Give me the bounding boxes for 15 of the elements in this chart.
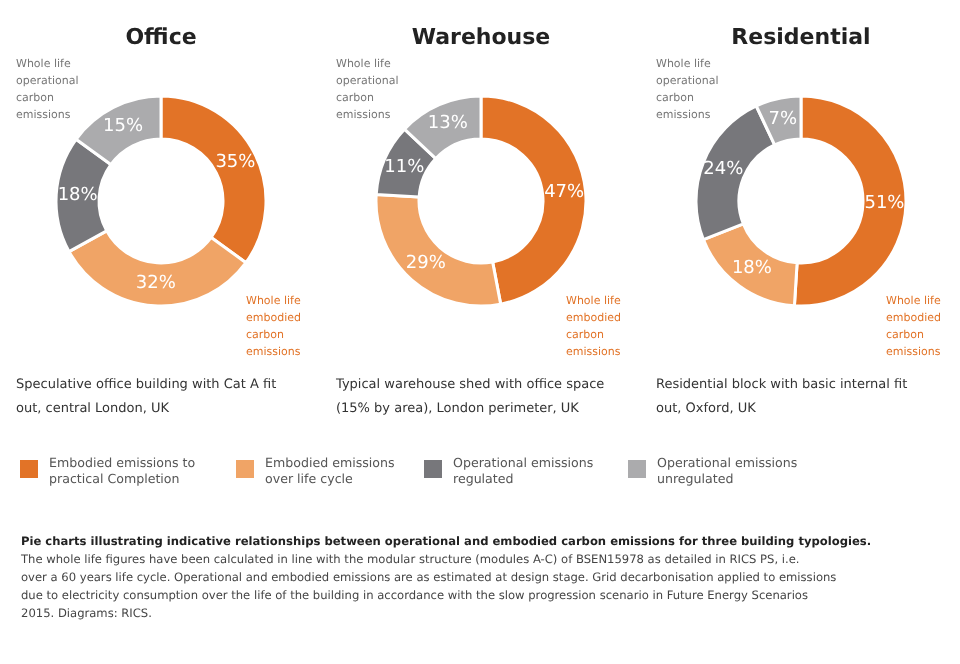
chart-title: Warehouse [411, 24, 551, 50]
data-label: 24% [703, 160, 745, 181]
data-label: 35% [215, 153, 257, 174]
data-label: 15% [103, 116, 144, 137]
data-label: 18% [731, 258, 773, 279]
data-label: 47% [544, 183, 586, 204]
chart-title: Residential [731, 24, 871, 50]
data-label: 51% [864, 193, 906, 214]
data-label: 29% [405, 253, 447, 274]
chart-title: Office [125, 24, 197, 50]
data-label: 32% [135, 274, 177, 295]
data-label: 11% [384, 157, 426, 178]
data-label: 7% [768, 109, 798, 130]
data-label: 18% [57, 185, 99, 206]
data-label: 13% [427, 114, 469, 135]
